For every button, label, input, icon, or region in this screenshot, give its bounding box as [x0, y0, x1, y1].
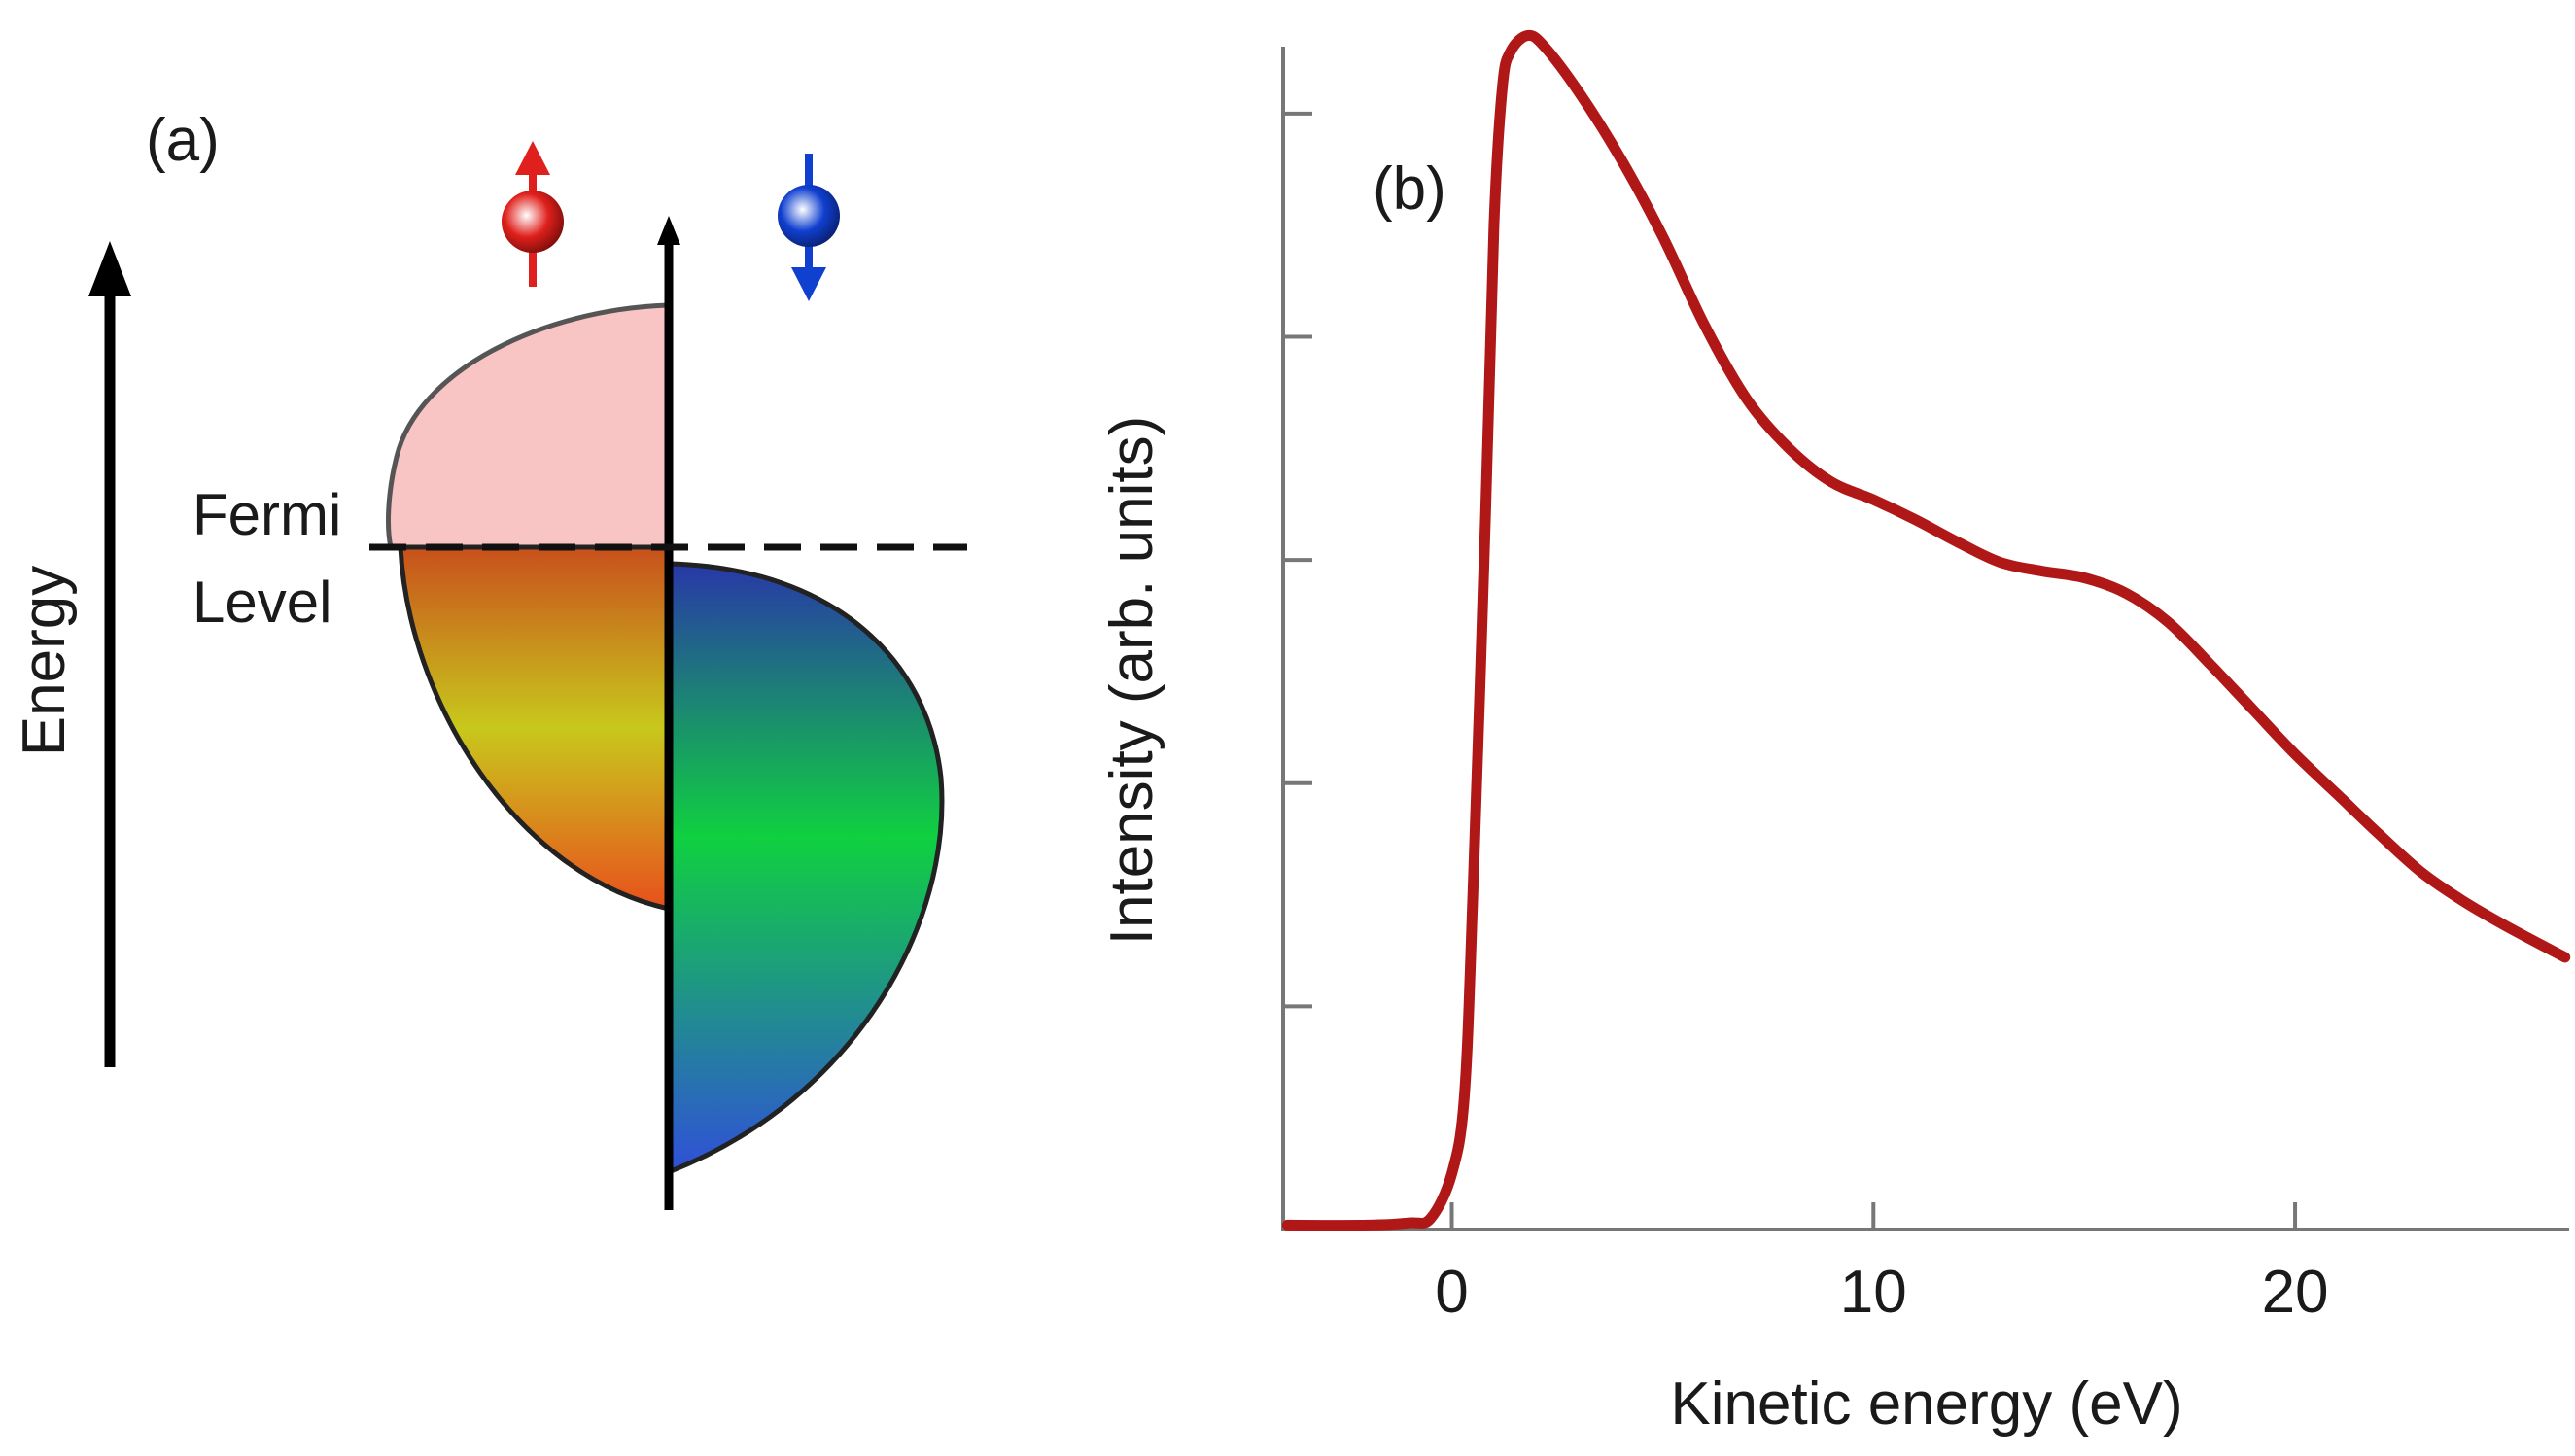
spin-down-electron-icon: [778, 154, 840, 301]
x-tick-label-10: 10: [1840, 1259, 1907, 1326]
panel-a-label: (a): [146, 107, 220, 174]
dos-axis-arrowhead: [657, 216, 680, 245]
spin-up-electron-icon: [502, 141, 564, 287]
spin-up-empty-states: [386, 302, 672, 550]
x-ticks: 0 10 20: [1435, 1202, 2329, 1326]
y-ticks: [1283, 111, 1312, 1009]
fermi-label-line1: Fermi: [192, 482, 341, 547]
series-line-intensity: [1281, 29, 2571, 1231]
fermi-label-line2: Level: [192, 570, 331, 635]
y-axis-label: Intensity (arb. units): [1098, 416, 1166, 945]
x-tick-label-20: 20: [2262, 1259, 2329, 1326]
energy-axis-arrowhead: [88, 241, 131, 296]
x-tick-label-0: 0: [1435, 1259, 1468, 1326]
panel-b: (b) 0 10 20 Kinetic energy (eV) Intensity …: [1098, 29, 2571, 1438]
x-axis-label: Kinetic energy (eV): [1670, 1370, 2182, 1438]
panel-b-label: (b): [1373, 156, 1446, 223]
energy-axis-label: Energy: [11, 566, 78, 756]
spin-up-filled-states: [398, 544, 672, 913]
panel-a: (a) Energy Fermi Level: [11, 107, 967, 1210]
spin-down-filled-states: [668, 561, 945, 1175]
